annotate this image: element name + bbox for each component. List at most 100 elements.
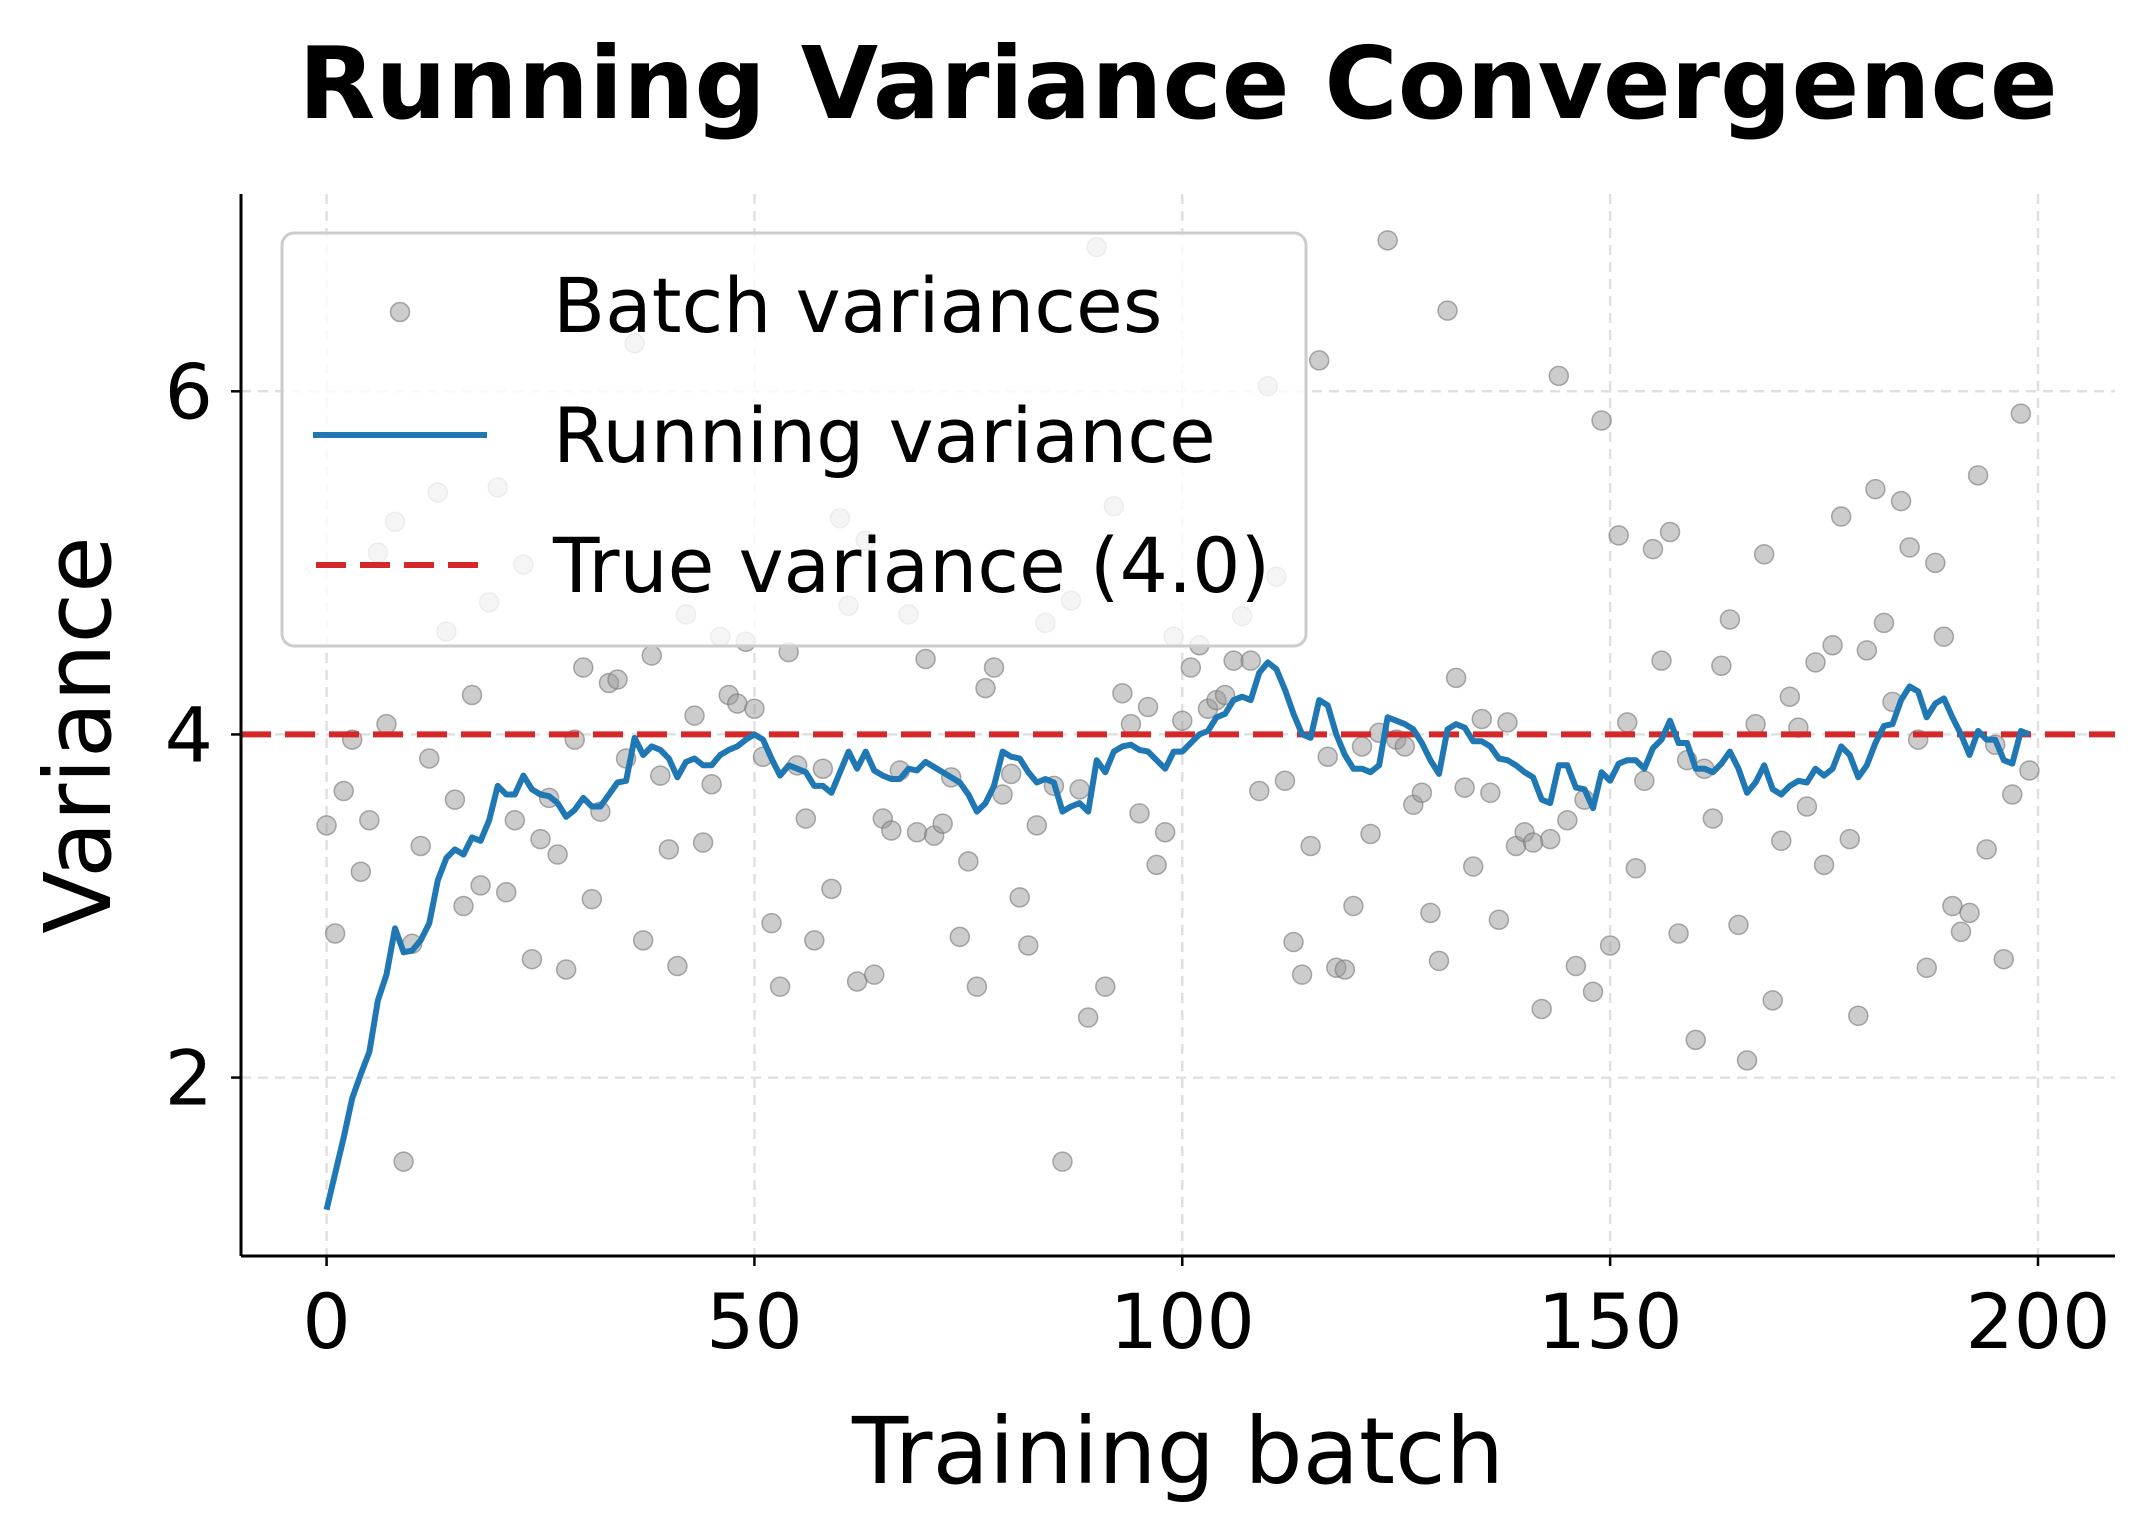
batch-variance-point bbox=[410, 835, 431, 857]
batch-variance-point bbox=[1779, 686, 1801, 707]
batch-variance-point bbox=[1933, 626, 1955, 647]
batch-variance-point bbox=[359, 809, 380, 831]
x-tick-label: 50 bbox=[706, 1277, 803, 1366]
batch-variance-point bbox=[1291, 964, 1313, 985]
batch-variance-point bbox=[1462, 856, 1484, 877]
batch-variance-point bbox=[1745, 713, 1766, 735]
batch-variance-point bbox=[1445, 667, 1467, 689]
batch-variance-point bbox=[632, 930, 654, 951]
batch-variance-point bbox=[958, 851, 979, 872]
batch-variance-point bbox=[863, 964, 885, 985]
batch-variance-point bbox=[555, 959, 577, 980]
batch-variance-point bbox=[1249, 780, 1270, 802]
x-tick-label: 0 bbox=[302, 1277, 350, 1366]
batch-variance-point bbox=[1283, 931, 1304, 953]
batch-variance-point bbox=[1608, 525, 1629, 546]
batch-variance-point bbox=[1736, 1050, 1758, 1071]
batch-variance-point bbox=[727, 693, 748, 714]
batch-variance-point bbox=[1865, 478, 1886, 500]
batch-variance-point bbox=[1480, 782, 1501, 804]
batch-variance-point bbox=[1018, 935, 1039, 956]
batch-variance-point bbox=[504, 809, 526, 831]
batch-variance-point bbox=[1848, 1005, 1869, 1027]
batch-variance-point bbox=[1539, 828, 1561, 850]
batch-variance-point bbox=[658, 839, 680, 860]
batch-variance-point bbox=[1950, 921, 1972, 942]
batch-variance-point bbox=[1531, 998, 1552, 1020]
legend-label-true: True variance (4.0) bbox=[552, 521, 1270, 610]
axes bbox=[231, 194, 2115, 1266]
batch-variance-point bbox=[1659, 521, 1681, 543]
y-tick-label: 4 bbox=[165, 690, 213, 779]
batch-variance-point bbox=[1890, 490, 1912, 512]
batch-variance-point bbox=[1702, 808, 1724, 829]
batch-variance-point bbox=[1274, 770, 1296, 792]
chart-title: Running Variance Convergence bbox=[298, 25, 2057, 142]
batch-variance-point bbox=[1052, 1151, 1073, 1172]
batch-variance-point bbox=[1317, 746, 1338, 767]
batch-variance-point bbox=[1154, 821, 1176, 843]
batch-variance-point bbox=[1308, 350, 1330, 371]
batch-variance-point bbox=[1813, 854, 1835, 876]
batch-variance-point bbox=[975, 677, 996, 699]
y-tick-label: 6 bbox=[165, 347, 213, 436]
batch-variance-point bbox=[915, 648, 936, 670]
batch-variance-point bbox=[846, 971, 868, 992]
batch-variance-point bbox=[1214, 684, 1236, 706]
batch-variance-point bbox=[1830, 506, 1852, 527]
batch-variance-point bbox=[461, 684, 483, 706]
x-tick-label: 150 bbox=[1538, 1277, 1683, 1366]
batch-variance-point bbox=[1026, 815, 1048, 836]
batch-variance-point bbox=[769, 976, 791, 997]
batch-variance-point bbox=[1839, 828, 1860, 850]
batch-variance-point bbox=[1976, 839, 1997, 860]
batch-variance-point bbox=[350, 861, 372, 882]
batch-variance-point bbox=[1651, 650, 1672, 671]
batch-variance-point bbox=[821, 878, 842, 900]
batch-variance-point bbox=[453, 895, 474, 917]
batch-variance-point bbox=[1377, 230, 1398, 251]
legend: Batch variances Running variance True va… bbox=[280, 231, 1308, 648]
x-tick-label: 100 bbox=[1110, 1277, 1255, 1366]
batch-variance-point bbox=[1805, 652, 1826, 673]
batch-variance-point bbox=[530, 828, 551, 850]
batch-variance-point bbox=[316, 815, 337, 836]
batch-variance-point bbox=[1077, 1007, 1099, 1028]
batch-variance-point bbox=[521, 948, 543, 970]
batch-variance-point bbox=[1180, 657, 1202, 678]
batch-variance-point bbox=[573, 657, 594, 678]
batch-variance-point bbox=[1856, 640, 1878, 661]
batch-variance-point bbox=[1137, 696, 1159, 718]
batch-variance-point bbox=[1728, 914, 1749, 936]
batch-variance-point bbox=[2019, 760, 2040, 781]
batch-variance-point bbox=[1300, 835, 1321, 857]
batch-variance-point bbox=[1471, 708, 1493, 730]
batch-variance-point bbox=[1112, 683, 1133, 704]
y-tick-label: 2 bbox=[165, 1034, 213, 1123]
batch-variance-point bbox=[333, 780, 354, 802]
batch-variance-point bbox=[692, 832, 714, 853]
batch-variance-point bbox=[1334, 959, 1356, 980]
batch-variance-point bbox=[1437, 300, 1458, 321]
batch-variance-point bbox=[1916, 957, 1937, 979]
batch-variance-point bbox=[1925, 552, 1946, 574]
batch-variance-point bbox=[1420, 902, 1441, 924]
batch-variance-point bbox=[1009, 887, 1030, 908]
batch-variance-point bbox=[1428, 950, 1450, 972]
batch-variance-point bbox=[444, 789, 466, 810]
batch-variance-point bbox=[1719, 609, 1741, 630]
batch-variance-point bbox=[1873, 612, 1895, 634]
batch-variance-point bbox=[324, 923, 346, 944]
batch-variance-point bbox=[1000, 763, 1022, 785]
batch-variance-point bbox=[1616, 712, 1638, 733]
batch-variance-point bbox=[1822, 634, 1843, 656]
batch-variance-point bbox=[804, 930, 825, 951]
batch-variance-point bbox=[1069, 779, 1090, 800]
batch-variance-point bbox=[1172, 710, 1193, 731]
batch-variance-point bbox=[1711, 655, 1732, 677]
batch-variance-point bbox=[376, 713, 397, 735]
legend-label-running: Running variance bbox=[553, 391, 1216, 480]
batch-variance-point bbox=[1497, 712, 1518, 733]
batch-variance-point bbox=[2010, 403, 2032, 424]
